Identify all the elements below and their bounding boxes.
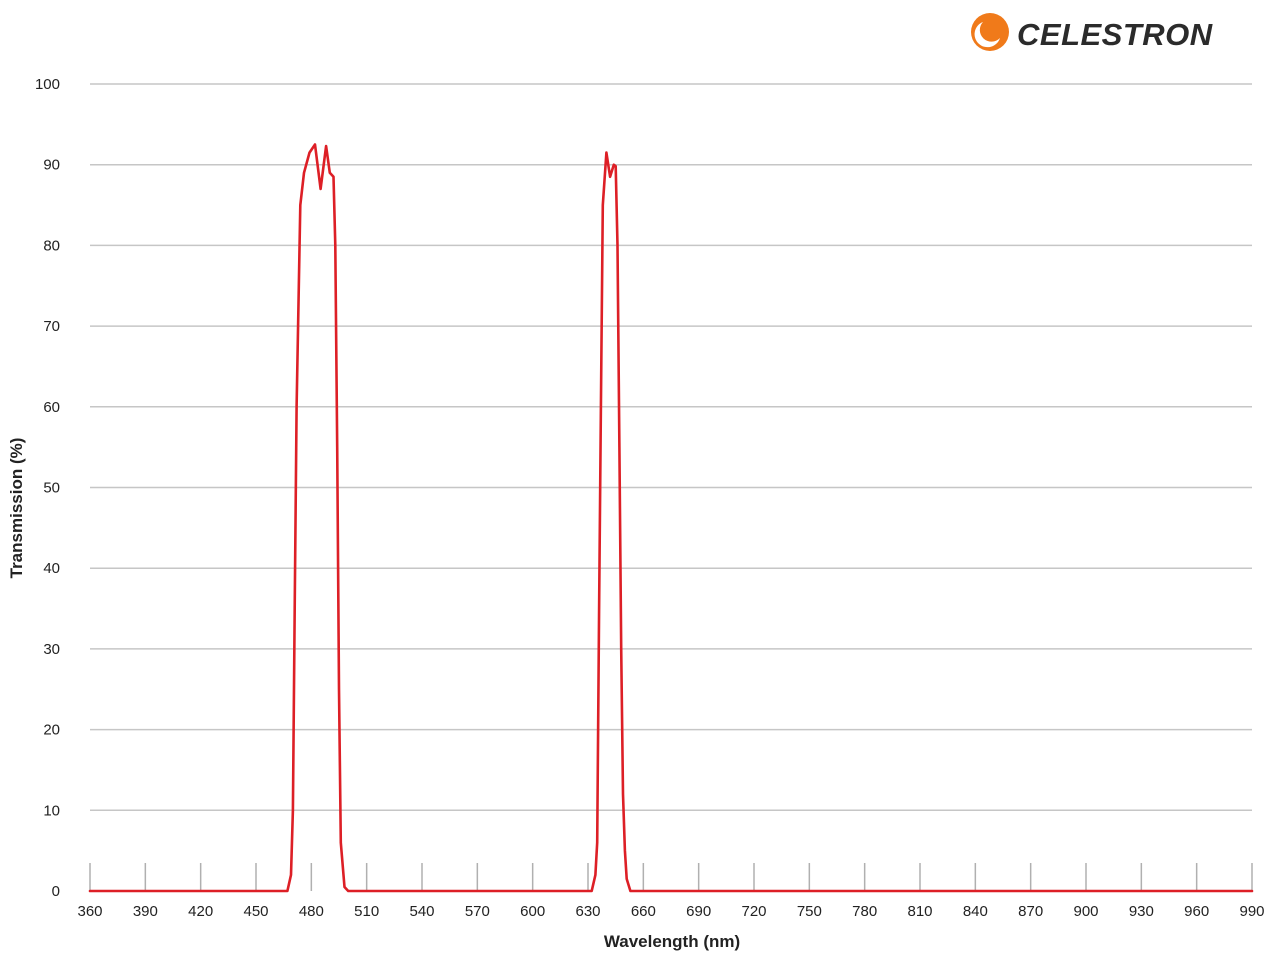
y-axis-title: Transmission (%) <box>7 438 26 579</box>
x-tick-label-780: 780 <box>852 903 877 920</box>
x-axis-title: Wavelength (nm) <box>604 932 740 951</box>
x-tick-label-750: 750 <box>797 903 822 920</box>
x-tick-label-390: 390 <box>133 903 158 920</box>
x-tick-label-900: 900 <box>1073 903 1098 920</box>
x-tick-label-690: 690 <box>686 903 711 920</box>
y-tick-label-80: 80 <box>43 237 60 254</box>
x-tick-label-450: 450 <box>243 903 268 920</box>
celestron-swirl-inner <box>974 22 1000 48</box>
y-tick-label-30: 30 <box>43 641 60 658</box>
series-line-0 <box>88 143 1254 893</box>
x-tick-label-540: 540 <box>409 903 434 920</box>
x-tick-label-630: 630 <box>575 903 600 920</box>
x-tick-label-720: 720 <box>741 903 766 920</box>
x-tick-label-960: 960 <box>1184 903 1209 920</box>
x-tick-label-660: 660 <box>631 903 656 920</box>
x-tick-label-360: 360 <box>77 903 102 920</box>
gridlines <box>90 83 1252 812</box>
y-tick-label-20: 20 <box>43 722 60 739</box>
celestron-logo: CELESTRON <box>971 13 1213 52</box>
series-layer <box>88 143 1254 893</box>
y-tick-label-60: 60 <box>43 399 60 416</box>
x-tick-label-990: 990 <box>1239 903 1264 920</box>
y-tick-label-100: 100 <box>35 76 60 93</box>
y-tick-label-10: 10 <box>43 802 60 819</box>
x-tick-label-930: 930 <box>1129 903 1154 920</box>
y-tick-label-90: 90 <box>43 157 60 174</box>
y-axis-ticks: 0 10 20 30 40 50 60 70 80 90 100 <box>35 76 60 900</box>
x-tick-label-570: 570 <box>465 903 490 920</box>
x-tick-label-510: 510 <box>354 903 379 920</box>
x-tick-label-480: 480 <box>299 903 324 920</box>
y-tick-label-50: 50 <box>43 480 60 497</box>
x-tick-label-420: 420 <box>188 903 213 920</box>
x-tick-label-840: 840 <box>963 903 988 920</box>
brand-name: CELESTRON <box>1017 17 1213 52</box>
x-tick-label-810: 810 <box>907 903 932 920</box>
x-axis-ticks: 360 390 420 450 480 510 540 570 600 630 660 690 720 7… <box>77 863 1265 920</box>
y-tick-label-0: 0 <box>52 883 60 900</box>
x-tick-label-870: 870 <box>1018 903 1043 920</box>
y-tick-label-40: 40 <box>43 560 60 577</box>
y-tick-label-70: 70 <box>43 318 60 335</box>
x-tick-label-600: 600 <box>520 903 545 920</box>
